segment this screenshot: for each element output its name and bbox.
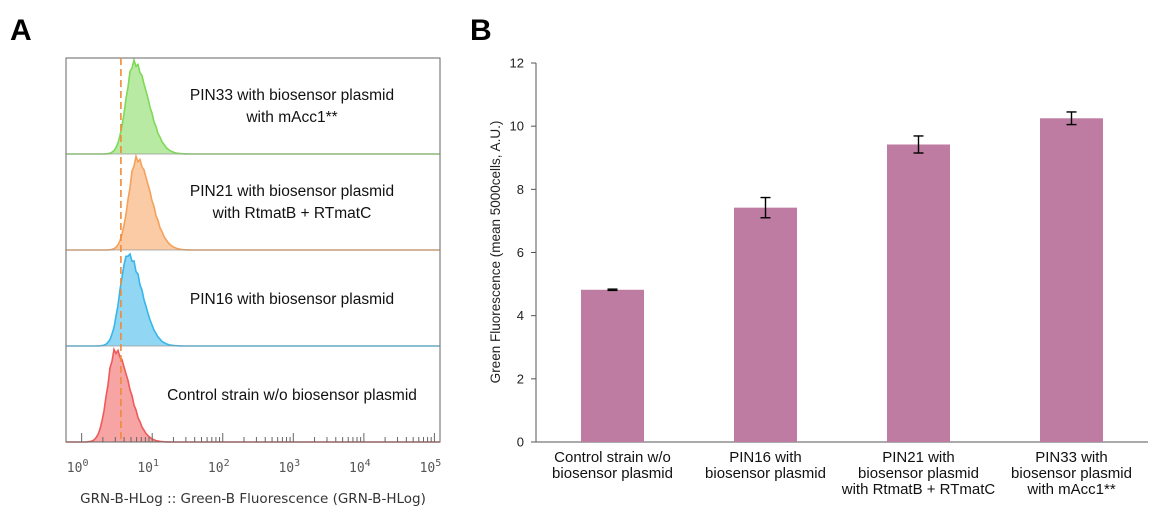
histogram-area — [66, 349, 440, 442]
x-tick-label: 102 — [208, 458, 230, 476]
panel-b-letter: B — [470, 14, 492, 47]
category-label: with RtmatB + RTmatC — [841, 481, 996, 498]
x-axis-title: GRN-B-HLog :: Green-B Fluorescence (GRN-… — [80, 491, 426, 507]
series-label: Control strain w/o biosensor plasmid — [167, 387, 417, 404]
category-label: PIN21 with — [882, 449, 955, 466]
x-tick-label: 101 — [137, 458, 159, 476]
category-label: with mAcc1** — [1026, 481, 1116, 498]
series-labels: PIN33 with biosensor plasmid with mAcc1**… — [167, 87, 417, 404]
histogram-chart: 100 101 102 103 104 105 PIN33 with biosensor … — [65, 57, 441, 507]
x-tick-label: 104 — [349, 458, 371, 476]
histogram-area — [66, 60, 440, 154]
series-label: PIN21 with biosensor plasmid — [190, 183, 394, 200]
series-label: PIN33 with biosensor plasmid — [190, 87, 394, 104]
y-tick-label: 8 — [517, 182, 524, 197]
y-tick-label: 0 — [517, 435, 524, 450]
bar — [1040, 118, 1103, 442]
x-tick-label: 105 — [420, 458, 442, 476]
x-tick-label: 103 — [278, 458, 300, 476]
bar — [887, 144, 950, 443]
y-tick-label: 12 — [510, 56, 524, 71]
y-tick-label: 10 — [510, 119, 524, 134]
y-tick-label: 6 — [517, 245, 524, 260]
x-axis-ticks: 100 101 102 103 104 105 — [67, 433, 441, 476]
histogram-area — [66, 254, 440, 346]
category-label: biosensor plasmid — [858, 465, 979, 482]
category-label: biosensor plasmid — [705, 465, 826, 482]
category-label: PIN33 with — [1035, 449, 1108, 466]
bar — [734, 207, 797, 442]
histogram-outline — [66, 153, 440, 251]
category-label: PIN16 with — [729, 449, 802, 466]
x-tick-label: 100 — [67, 458, 89, 476]
bar — [581, 289, 644, 442]
panel-a-letter: A — [10, 14, 32, 47]
bars — [581, 111, 1103, 443]
series-label: PIN16 with biosensor plasmid — [190, 291, 394, 308]
y-axis-title: Green Fluorescence (mean 5000cells, A.U.… — [488, 121, 503, 384]
y-tick-label: 2 — [517, 371, 524, 386]
category-label: Control strain w/o — [554, 449, 671, 466]
series-label: with RtmatB + RTmatC — [212, 205, 372, 222]
y-tick-label: 4 — [517, 308, 524, 323]
series-label: with mAcc1** — [245, 109, 337, 126]
lane-separators — [66, 153, 440, 347]
category-label: biosensor plasmid — [552, 465, 673, 482]
category-label: biosensor plasmid — [1011, 465, 1132, 482]
